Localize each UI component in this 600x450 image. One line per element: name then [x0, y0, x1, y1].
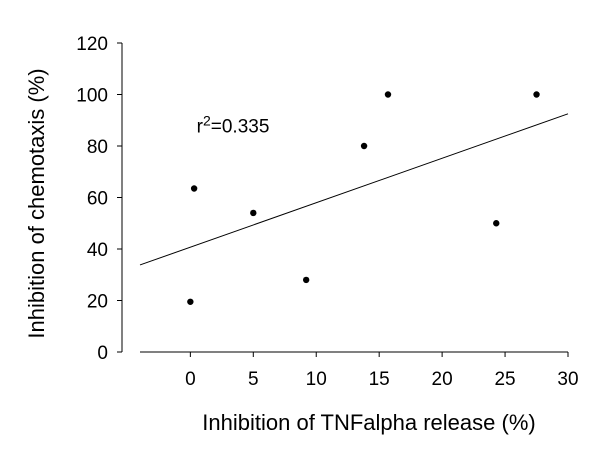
annot-base: r: [197, 116, 204, 137]
x-tick-label: 30: [557, 369, 578, 390]
y-tick-label: 20: [87, 292, 108, 313]
trendline: [139, 113, 569, 266]
x-tick-label: 10: [306, 369, 327, 390]
y-tick-label: 100: [76, 86, 108, 107]
y-tick-label: 120: [76, 34, 108, 55]
data-point: [360, 142, 368, 150]
annot-rest: =0.335: [211, 116, 270, 137]
data-point: [190, 185, 198, 192]
x-axis-title: Inhibition of TNFalpha release (%): [202, 410, 535, 435]
x-tick-label: 15: [369, 369, 390, 390]
x-tick-label: 5: [248, 369, 259, 390]
data-point: [250, 209, 257, 217]
trendline-group: [139, 113, 569, 266]
y-tick-label: 0: [97, 343, 108, 364]
x-tick-label: 0: [185, 369, 196, 390]
y-tick-label: 80: [87, 137, 108, 158]
data-point: [493, 220, 500, 227]
data-point: [302, 276, 310, 284]
data-points: [187, 91, 540, 305]
x-tick-label: 25: [494, 369, 515, 390]
data-point: [384, 91, 392, 98]
y-tick-label: 40: [87, 240, 108, 261]
axes: [117, 42, 569, 357]
data-point: [187, 298, 194, 305]
y-tick-label: 60: [87, 189, 108, 210]
r-squared-annotation: r2=0.335: [197, 112, 270, 137]
annot-sup: 2: [203, 112, 211, 128]
data-point: [533, 91, 540, 98]
y-axis-title: Inhibition of chemotaxis (%): [24, 68, 49, 338]
x-tick-label: 20: [432, 369, 453, 390]
labels: 0 20 40 60 80 100 120 0 5 10 15 20 25 30 Inhibition of…: [24, 34, 579, 435]
